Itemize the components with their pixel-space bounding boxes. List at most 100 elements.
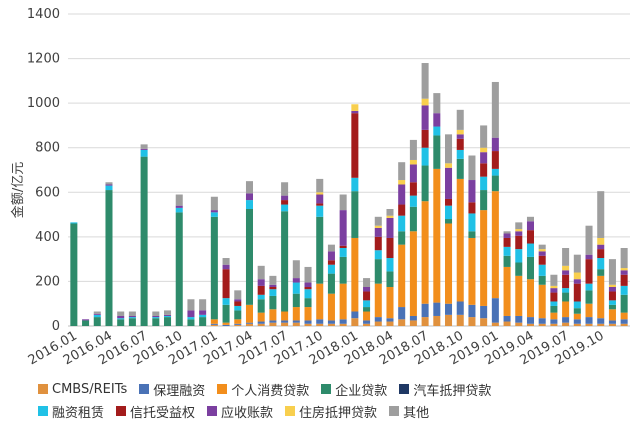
bar-segment <box>398 204 406 216</box>
bar-segment <box>585 317 593 324</box>
bar-segment <box>573 301 581 309</box>
bar-segment <box>597 318 605 324</box>
bar-segment <box>351 113 359 178</box>
bar-segment <box>538 264 546 276</box>
bar-segment <box>105 184 113 186</box>
bar-segment <box>491 322 499 326</box>
bar-segment <box>210 196 218 211</box>
bar-segment <box>468 202 476 214</box>
legend-label: 个人消费贷款 <box>231 383 310 399</box>
bar-segment <box>409 164 417 183</box>
bar-segment <box>456 149 464 159</box>
y-tick-label: 800 <box>35 141 60 156</box>
y-tick-label: 600 <box>35 185 60 200</box>
bar-segment <box>187 299 195 311</box>
bar-segment <box>327 323 335 326</box>
legend-swatch <box>285 406 296 416</box>
bar-segment <box>491 298 499 323</box>
bar-segment <box>304 289 312 299</box>
bar-segment <box>398 231 406 245</box>
bar-segment <box>70 222 78 224</box>
bar-segment <box>316 283 324 320</box>
bar-segment <box>456 314 464 326</box>
bar-segment <box>117 318 125 320</box>
bar-segment <box>152 318 160 326</box>
bar-segment <box>316 192 324 195</box>
bar-segment <box>445 314 453 326</box>
bar-segment <box>164 314 172 316</box>
bar-segment <box>234 323 242 325</box>
y-tick-label: 400 <box>35 230 60 245</box>
legend-label: 融资租赁 <box>52 405 105 421</box>
bar-segment <box>608 323 616 326</box>
bar-segment <box>491 168 499 176</box>
legend-item: 住房抵押贷款 <box>285 402 377 421</box>
legend-swatch <box>217 384 228 394</box>
legend-swatch <box>38 384 48 394</box>
bar-segment <box>550 323 558 326</box>
bar-segment <box>386 318 394 322</box>
bar-segment <box>339 319 347 324</box>
bar-segment <box>608 259 616 285</box>
bar-segment <box>363 300 371 308</box>
legend-item: 其他 <box>389 402 429 421</box>
bar-segment <box>281 311 289 321</box>
bar-segment <box>585 259 593 284</box>
bar-segment <box>573 319 581 324</box>
legend-swatch <box>116 406 127 416</box>
bar-segment <box>105 190 113 326</box>
bar-segment <box>562 270 570 275</box>
bar-segment <box>468 155 476 181</box>
bar-segment <box>374 250 382 260</box>
legend-swatch <box>207 406 218 416</box>
bar-segment <box>292 320 300 323</box>
bar-segment <box>620 319 628 324</box>
bar-segment <box>269 287 277 290</box>
bar-segment <box>339 283 347 320</box>
bar-segment <box>421 129 429 148</box>
legend-label: 汽车抵押贷款 <box>413 383 492 399</box>
bar-segment <box>421 201 429 304</box>
bar-segment <box>316 203 324 206</box>
bar-segment <box>562 248 570 266</box>
bar-segment <box>456 178 464 302</box>
bar-segment <box>491 151 499 169</box>
bar-segment <box>269 289 277 296</box>
bar-segment <box>339 210 347 246</box>
bar-segment <box>445 219 453 224</box>
bar-segment <box>187 310 195 318</box>
bar-segment <box>363 307 371 312</box>
bar-segment <box>398 180 406 185</box>
bar-segment <box>117 319 125 326</box>
legend-row: 融资租赁 信托受益权 应收账款 住房抵押贷款 其他 <box>38 400 638 422</box>
bar-segment <box>351 104 359 111</box>
bar-segment <box>445 167 453 199</box>
bar-segment <box>386 258 394 272</box>
bar-segment <box>222 298 230 305</box>
bar-segment <box>468 213 476 232</box>
bar-segment <box>526 230 534 244</box>
legend-item: 企业贷款 <box>321 380 387 399</box>
bar-segment <box>316 323 324 326</box>
bar-segment <box>550 285 558 289</box>
bar-segment <box>292 260 300 279</box>
bar-segment <box>304 323 312 326</box>
bar-segment <box>620 294 628 313</box>
bar-segment <box>515 315 523 323</box>
bar-segment <box>339 256 347 284</box>
bar-segment <box>222 324 230 326</box>
bar-segment <box>480 147 488 153</box>
bar-segment <box>222 322 230 325</box>
legend: CMBS/REITs 保理融资 个人消费贷款 企业贷款 汽车抵押贷款 融资租赁 信托受益权 应… <box>38 378 638 422</box>
bar-segment <box>363 323 371 326</box>
bar-segment <box>597 249 605 259</box>
bar-segment <box>316 319 324 324</box>
bar-segment <box>433 302 441 316</box>
bar-segment <box>269 320 277 323</box>
bar-segment <box>257 321 265 324</box>
bar-segment <box>433 135 441 169</box>
bar-segment <box>234 299 242 302</box>
bar-segment <box>433 126 441 136</box>
